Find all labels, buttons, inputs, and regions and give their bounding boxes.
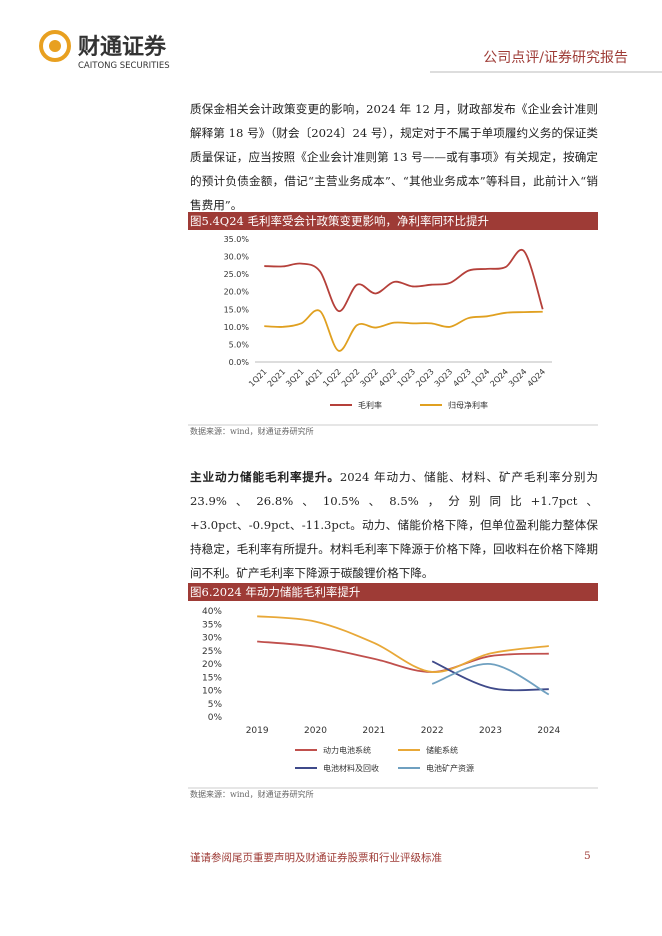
x-tick-label: 3Q23 xyxy=(433,367,455,389)
legend-label: 储能系统 xyxy=(426,745,458,755)
x-tick-label: 2021 xyxy=(362,726,385,736)
series-line xyxy=(257,640,549,673)
logo xyxy=(39,30,71,62)
page-number: 5 xyxy=(584,850,591,862)
y-tick-label: 35.0% xyxy=(224,235,250,244)
y-tick-label: 10% xyxy=(202,687,222,697)
paragraph: 主业动力储能毛利率提升。2024 年动力、储能、材料、矿产毛利率分别为 23.9… xyxy=(190,465,598,585)
y-tick-label: 15% xyxy=(202,673,222,683)
chart-1: 0.0% 5.0% 10.0% 15.0% 20.0% 25.0% 30.0% 35.0% 1Q… xyxy=(224,235,552,410)
series-line xyxy=(431,660,549,692)
x-tick-label: 1Q23 xyxy=(396,367,418,389)
y-tick-label: 40% xyxy=(202,607,222,617)
series-line xyxy=(264,309,543,352)
x-tick-label: 2022 xyxy=(421,726,444,736)
y-tick-label: 15.0% xyxy=(224,305,250,314)
source: 数据来源：wind，财通证券研究所 xyxy=(190,427,314,436)
legend-label: 毛利率 xyxy=(358,400,382,410)
y-tick-label: 25.0% xyxy=(224,270,250,279)
y-tick-label: 35% xyxy=(202,620,222,630)
x-tick-label: 2Q24 xyxy=(488,367,510,389)
y-tick-label: 30.0% xyxy=(224,253,250,262)
disclaimer: 谨请参阅尾页重要声明及财通证券股票和行业评级标准 xyxy=(190,852,442,864)
y-tick-label: 10.0% xyxy=(224,323,250,332)
legend-label: 电池材料及回收 xyxy=(323,763,379,773)
brand-en: CAITONG SECURITIES xyxy=(78,61,170,71)
y-tick-label: 0.0% xyxy=(229,358,250,367)
legend-label: 电池矿产资源 xyxy=(426,763,474,773)
paragraph: 质保金相关会计政策变更的影响，2024 年 12 月，财政部发布《企业会计准则解… xyxy=(190,102,598,212)
series-line xyxy=(431,663,550,696)
y-tick-label: 20.0% xyxy=(224,288,250,297)
y-tick-label: 5.0% xyxy=(229,340,250,349)
y-tick-label: 25% xyxy=(202,647,222,657)
x-tick-label: 1Q24 xyxy=(470,367,492,389)
series-line xyxy=(264,248,544,312)
x-tick-label: 1Q21 xyxy=(247,367,269,389)
report-type: 公司点评/证券研究报告 xyxy=(483,50,628,66)
lead: 主业动力储能毛利率提升。 xyxy=(190,470,340,484)
x-tick-label: 4Q24 xyxy=(526,367,548,389)
text: 2024 年动力、储能、材料、矿产毛利率分别为 23.9%、26.8%、10.5… xyxy=(190,470,598,580)
x-tick-label: 2Q23 xyxy=(414,367,436,389)
x-tick-label: 2Q21 xyxy=(266,367,288,389)
y-tick-label: 0% xyxy=(208,713,223,723)
x-tick-label: 2023 xyxy=(479,726,502,736)
chart-2: 0% 5% 10% 15% 20% 25% 30% 35% 40% 2019 2020 2021 202… xyxy=(202,607,561,773)
series-line xyxy=(257,615,549,673)
x-tick-label: 2020 xyxy=(304,726,327,736)
figure-title: 图6.2024 年动力储能毛利率提升 xyxy=(188,583,598,601)
x-tick-label: 3Q21 xyxy=(284,367,306,389)
x-tick-label: 3Q22 xyxy=(358,367,380,389)
figure-title: 图5.4Q24 毛利率受会计政策变更影响，净利率同环比提升 xyxy=(188,212,598,230)
x-tick-label: 4Q21 xyxy=(303,367,325,389)
y-tick-label: 20% xyxy=(202,660,222,670)
y-tick-label: 30% xyxy=(202,634,222,644)
x-tick-label: 2024 xyxy=(537,726,560,736)
legend-label: 动力电池系统 xyxy=(323,745,371,755)
brand: 财通证券 xyxy=(78,34,167,60)
x-tick-label: 4Q22 xyxy=(377,367,399,389)
source: 数据来源：wind，财通证券研究所 xyxy=(190,790,314,799)
y-tick-label: 5% xyxy=(208,700,223,710)
x-tick-label: 2Q22 xyxy=(340,367,362,389)
x-tick-label: 3Q24 xyxy=(507,367,529,389)
x-tick-label: 2019 xyxy=(246,726,269,736)
legend-label: 归母净利率 xyxy=(448,400,488,410)
x-tick-label: 4Q23 xyxy=(451,367,473,389)
x-tick-label: 1Q22 xyxy=(321,367,343,389)
